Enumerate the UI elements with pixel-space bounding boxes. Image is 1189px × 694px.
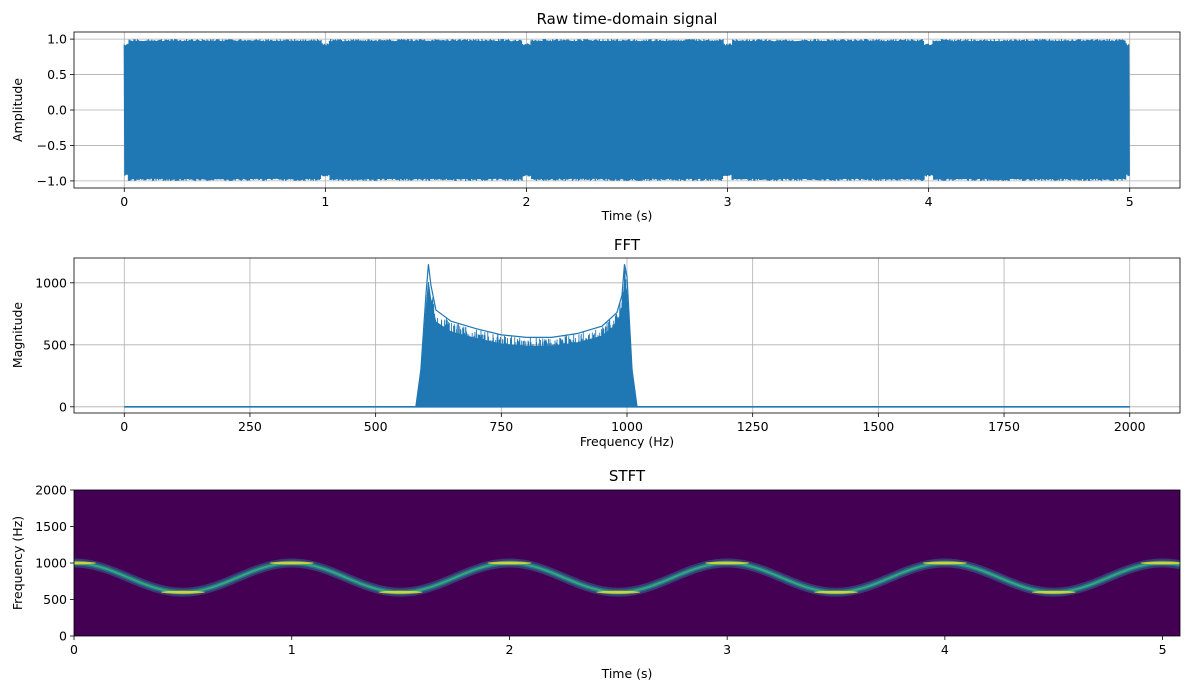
x-tick-label: 1500 [862, 419, 894, 434]
stft-ylabel: Frequency (Hz) [10, 516, 25, 610]
x-tick-label: 3 [723, 642, 731, 657]
y-tick-label: 0 [59, 629, 67, 644]
stft-ridge-peak [161, 591, 205, 594]
fft-trace [124, 264, 1129, 407]
y-tick-label: 0.0 [47, 103, 67, 118]
raw-title: Raw time-domain signal [537, 10, 718, 28]
fft-xlabel: Frequency (Hz) [580, 434, 674, 449]
x-tick-label: 3 [724, 194, 732, 209]
x-tick-label: 4 [941, 642, 949, 657]
fft-ylabel: Magnitude [10, 302, 25, 369]
y-tick-label: 2000 [35, 483, 67, 498]
y-tick-label: 0 [59, 399, 67, 414]
stft-ridge-peak [270, 562, 314, 565]
x-tick-label: 250 [238, 419, 262, 434]
stft-ridge-peak [596, 591, 640, 594]
stft-ridge-peak [814, 591, 858, 594]
stft-background [74, 490, 1180, 636]
y-tick-label: 0.5 [47, 67, 67, 82]
x-tick-label: 2 [505, 642, 513, 657]
x-tick-label: 0 [120, 419, 128, 434]
x-tick-label: 5 [1159, 642, 1167, 657]
x-tick-label: 1 [321, 194, 329, 209]
stft-ridge-peak [487, 562, 531, 565]
x-tick-label: 0 [120, 194, 128, 209]
y-tick-label: −1.0 [37, 173, 67, 188]
y-tick-label: 1000 [35, 556, 67, 571]
stft-title: STFT [609, 467, 646, 485]
stft-ridge-peak [705, 562, 749, 565]
x-tick-label: 4 [925, 194, 933, 209]
subplot-raw-signal: 0 1 2 3 4 5 −1.0 −0.5 0.0 0.5 1.0 Raw time-domain … [10, 10, 1180, 223]
x-tick-label: 2000 [1114, 419, 1146, 434]
fft-title: FFT [614, 236, 641, 254]
fft-spectrum [416, 266, 637, 406]
stft-ridge-peak [923, 562, 967, 565]
x-tick-label: 1000 [611, 419, 643, 434]
x-tick-label: 1 [288, 642, 296, 657]
y-tick-label: 500 [43, 592, 67, 607]
raw-signal-trace [124, 39, 1129, 181]
raw-ylabel: Amplitude [10, 78, 25, 142]
subplot-stft: 0 1 2 3 4 5 0 500 1000 1500 2000 STFT Time (s) Fre… [10, 467, 1185, 681]
stft-xlabel: Time (s) [601, 666, 653, 681]
stft-heatmap [52, 490, 1185, 636]
x-tick-label: 1750 [988, 419, 1020, 434]
raw-xlabel: Time (s) [601, 208, 653, 223]
y-tick-label: 1.0 [47, 32, 67, 47]
stft-ridge-peak [1141, 562, 1185, 565]
y-tick-label: 1000 [35, 275, 67, 290]
x-tick-label: 750 [489, 419, 513, 434]
x-tick-label: 0 [70, 642, 78, 657]
stft-ridge-peak [379, 591, 423, 594]
x-tick-label: 1250 [737, 419, 769, 434]
x-tick-label: 5 [1126, 194, 1134, 209]
stft-ridge-peak [1032, 591, 1076, 594]
x-tick-label: 500 [364, 419, 388, 434]
y-tick-label: 500 [43, 337, 67, 352]
y-tick-label: 1500 [35, 519, 67, 534]
y-tick-label: −0.5 [37, 138, 67, 153]
x-tick-label: 2 [522, 194, 530, 209]
subplot-fft: 0 250 500 750 1000 1250 1500 1750 2000 0 500 1000 F… [10, 236, 1180, 449]
raw-signal-line [124, 39, 1129, 181]
